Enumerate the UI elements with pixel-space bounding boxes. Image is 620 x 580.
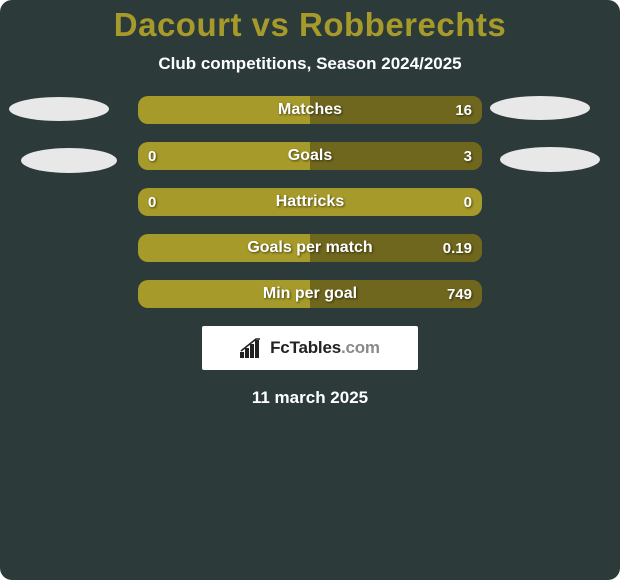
bars-icon: [240, 338, 264, 358]
badge-right-1: [490, 96, 590, 120]
stat-label: Hattricks: [138, 188, 482, 216]
player-left-name: Dacourt: [114, 6, 242, 43]
stat-row: Min per goal749: [138, 280, 482, 308]
stat-row: Matches16: [138, 96, 482, 124]
stat-value-right: 0.19: [443, 234, 472, 262]
content-area: Matches16Goals03Hattricks00Goals per mat…: [0, 96, 620, 408]
snapshot-date: 11 march 2025: [0, 388, 620, 408]
source-logo[interactable]: FcTables.com: [202, 326, 418, 370]
stat-rows: Matches16Goals03Hattricks00Goals per mat…: [138, 96, 482, 308]
logo-text: FcTables.com: [270, 338, 380, 358]
stat-value-left: 0: [148, 188, 156, 216]
stat-label: Matches: [138, 96, 482, 124]
vs-separator: vs: [252, 6, 290, 43]
stat-row: Goals per match0.19: [138, 234, 482, 262]
stat-value-right: 0: [464, 188, 472, 216]
subtitle: Club competitions, Season 2024/2025: [0, 54, 620, 74]
stat-value-left: 0: [148, 142, 156, 170]
stat-label: Goals per match: [138, 234, 482, 262]
badge-right-2: [500, 147, 600, 172]
stat-value-right: 16: [455, 96, 472, 124]
badge-left-2: [21, 148, 117, 173]
logo-text-main: FcTables: [270, 338, 341, 357]
comparison-card: Dacourt vs Robberechts Club competitions…: [0, 0, 620, 580]
stat-label: Min per goal: [138, 280, 482, 308]
player-right-name: Robberechts: [299, 6, 506, 43]
logo-text-suffix: .com: [341, 338, 380, 357]
stat-value-right: 3: [464, 142, 472, 170]
stat-row: Goals0 3: [138, 142, 482, 170]
stat-value-right: 749: [447, 280, 472, 308]
page-title: Dacourt vs Robberechts: [0, 6, 620, 44]
stat-row: Hattricks0 0: [138, 188, 482, 216]
badge-left-1: [9, 97, 109, 121]
stat-label: Goals: [138, 142, 482, 170]
